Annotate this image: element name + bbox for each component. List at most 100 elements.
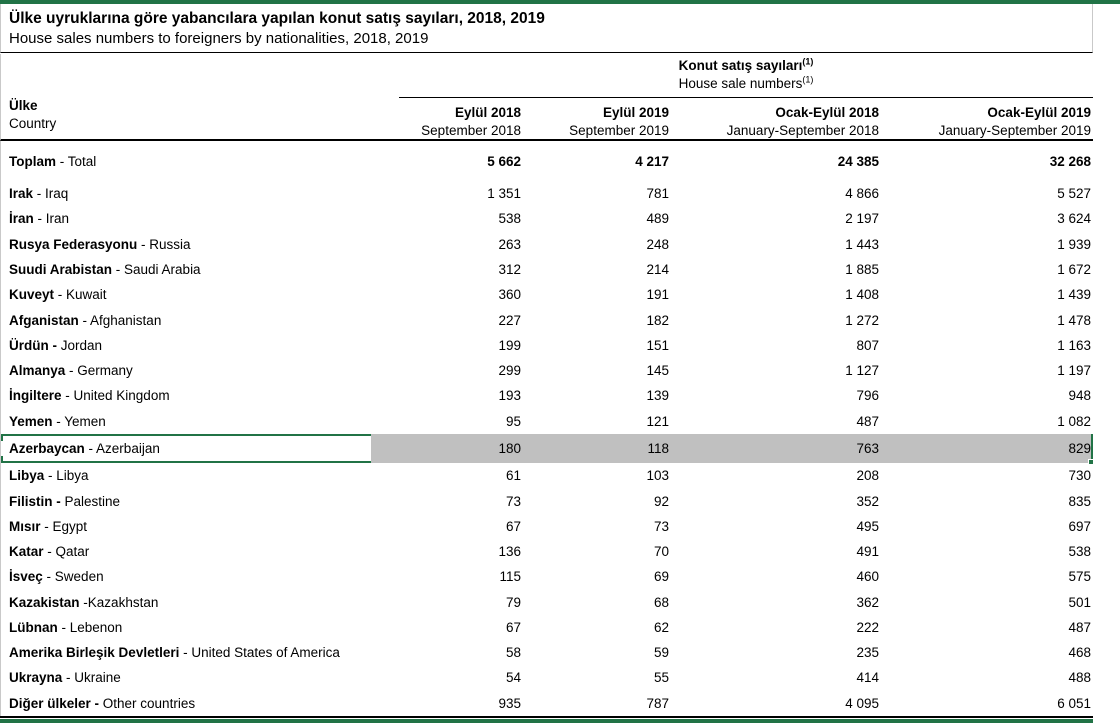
value-cell[interactable]: 248 [646,236,669,252]
value-cell[interactable]: 24 385 [837,153,879,169]
value-cell[interactable]: 73 [653,518,669,534]
value-cell[interactable]: 5 662 [487,153,521,169]
value-cell[interactable]: 136 [498,544,521,560]
value-cell[interactable]: 191 [646,287,669,303]
column-header-ocak-eylul-2019[interactable]: Ocak-Eylül 2019 January-September 2019 [938,105,1091,138]
value-cell[interactable]: 796 [856,388,879,404]
table-row[interactable]: Ukrayna - Ukraine 54 55 414 488 [1,665,1093,690]
value-cell[interactable]: 151 [646,337,669,353]
value-cell[interactable]: 1 478 [1057,312,1091,328]
value-cell[interactable]: 299 [498,363,521,379]
table-row[interactable]: Kazakistan -Kazakhstan 79 68 362 501 [1,590,1093,615]
country-cell[interactable]: Katar - Qatar [1,544,371,560]
value-cell[interactable]: 61 [505,468,521,484]
group-header-cell[interactable]: Konut satış sayıları(1) House sale numbe… [399,54,1093,98]
total-row[interactable]: Toplam - Total 5 662 4 217 24 385 32 268 [1,141,1093,181]
value-cell[interactable]: 1 939 [1057,236,1091,252]
value-cell[interactable]: 495 [856,518,879,534]
table-row[interactable]: Yemen - Yemen 95 121 487 1 082 [1,409,1093,434]
country-cell[interactable]: Afganistan - Afghanistan [1,312,371,328]
value-cell[interactable]: 489 [646,211,669,227]
value-cell[interactable]: 103 [646,468,669,484]
value-cell[interactable]: 263 [498,236,521,252]
table-row[interactable]: Irak - Iraq 1 351 781 4 866 5 527 [1,181,1093,206]
value-cell[interactable]: 1 272 [845,312,879,328]
table-row[interactable]: Afganistan - Afghanistan 227 182 1 272 1 478 [1,307,1093,332]
value-cell[interactable]: 208 [856,468,879,484]
value-cell[interactable]: 54 [505,670,521,686]
country-cell[interactable]: Rusya Federasyonu - Russia [1,236,371,252]
value-cell[interactable]: 235 [856,645,879,661]
value-cell[interactable]: 214 [646,261,669,277]
table-row[interactable]: Rusya Federasyonu - Russia 263 248 1 443 1 9… [1,232,1093,257]
value-cell[interactable]: 67 [505,619,521,635]
country-cell[interactable]: Ukrayna - Ukraine [1,670,371,686]
value-cell[interactable]: 121 [646,413,669,429]
table-row[interactable]: Almanya - Germany 299 145 1 127 1 197 [1,358,1093,383]
value-cell[interactable]: 312 [498,261,521,277]
table-row[interactable]: Suudi Arabistan - Saudi Arabia 312 214 1 88… [1,257,1093,282]
value-cell[interactable]: 538 [1068,544,1091,560]
value-cell[interactable]: 95 [505,413,521,429]
value-cell[interactable]: 145 [646,363,669,379]
country-cell[interactable]: Diğer ülkeler - Other countries [1,695,371,711]
value-cell[interactable]: 362 [856,594,879,610]
value-cell[interactable]: 227 [498,312,521,328]
value-cell[interactable]: 948 [1068,388,1091,404]
value-cell[interactable]: 501 [1068,594,1091,610]
value-cell[interactable]: 182 [646,312,669,328]
country-cell[interactable]: Lübnan - Lebenon [1,619,371,635]
value-cell[interactable]: 787 [646,695,669,711]
value-cell[interactable]: 1 885 [845,261,879,277]
value-cell[interactable]: 781 [646,186,669,202]
country-cell[interactable]: İsveç - Sweden [1,569,371,585]
country-cell[interactable]: İngiltere - United Kingdom [1,388,371,404]
value-cell[interactable]: 730 [1068,468,1091,484]
value-cell[interactable]: 118 [521,433,669,464]
value-cell[interactable]: 62 [653,619,669,635]
value-cell[interactable]: 414 [856,670,879,686]
value-cell[interactable]: 1 351 [487,186,521,202]
country-cell[interactable]: Amerika Birleşik Devletleri - United Sta… [1,645,371,661]
row-header-cell[interactable]: Ülke Country [9,97,56,133]
value-cell[interactable]: 1 672 [1057,261,1091,277]
value-cell[interactable]: 6 051 [1057,695,1091,711]
value-cell[interactable]: 92 [653,493,669,509]
value-cell[interactable]: 59 [653,645,669,661]
value-cell[interactable]: 697 [1068,518,1091,534]
country-cell[interactable]: Mısır - Egypt [1,518,371,534]
value-cell[interactable]: 460 [856,569,879,585]
country-cell[interactable]: Yemen - Yemen [1,413,371,429]
table-row[interactable]: Lübnan - Lebenon 67 62 222 487 [1,615,1093,640]
value-cell[interactable]: 1 197 [1057,363,1091,379]
country-cell[interactable]: Azerbaycan - Azerbaijan [1,440,371,456]
value-cell[interactable]: 1 408 [845,287,879,303]
table-row[interactable]: İran - Iran 538 489 2 197 3 624 [1,206,1093,231]
value-cell[interactable]: 1 443 [845,236,879,252]
value-cell[interactable]: 199 [498,337,521,353]
value-cell[interactable]: 139 [646,388,669,404]
country-cell[interactable]: Toplam - Total [1,153,371,169]
value-cell[interactable]: 763 [669,433,879,464]
table-row[interactable]: Kuveyt - Kuwait 360 191 1 408 1 439 [1,282,1093,307]
value-cell[interactable]: 115 [499,569,521,585]
value-cell[interactable]: 352 [856,493,879,509]
table-row[interactable]: Mısır - Egypt 67 73 495 697 [1,514,1093,539]
value-cell[interactable]: 2 197 [845,211,879,227]
value-cell[interactable]: 835 [1068,493,1091,509]
table-row[interactable]: İngiltere - United Kingdom 193 139 796 948 [1,383,1093,408]
value-cell[interactable]: 193 [498,388,521,404]
value-cell[interactable]: 32 268 [1049,153,1091,169]
value-cell[interactable]: 58 [505,645,521,661]
value-cell[interactable]: 67 [505,518,521,534]
country-cell[interactable]: Kazakistan -Kazakhstan [1,594,371,610]
value-cell[interactable]: 4 866 [845,186,879,202]
table-row[interactable]: Libya - Libya 61 103 208 730 [1,463,1093,488]
column-header-eylul-2018[interactable]: Eylül 2018 September 2018 [421,105,521,138]
table-row[interactable]: Ürdün - Jordan 199 151 807 1 163 [1,333,1093,358]
value-cell[interactable]: 73 [505,493,521,509]
value-cell[interactable]: 68 [653,594,669,610]
value-cell[interactable]: 4 217 [635,153,669,169]
country-cell[interactable]: Kuveyt - Kuwait [1,287,371,303]
country-cell[interactable]: Filistin - Palestine [1,493,371,509]
